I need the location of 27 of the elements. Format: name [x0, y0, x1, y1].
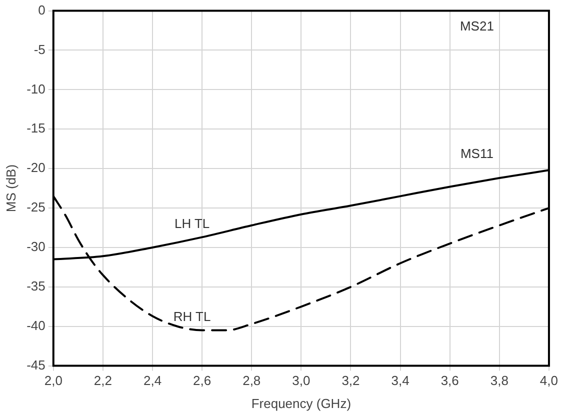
x-tick-label: 3,8: [490, 373, 508, 388]
y-tick-label: -40: [26, 318, 46, 333]
series-label: RH TL: [173, 308, 211, 324]
y-tick-label: -30: [26, 239, 46, 254]
x-tick-label: 2,8: [242, 373, 261, 388]
x-tick-label: 3,4: [391, 373, 410, 388]
x-tick-label: 2,0: [44, 373, 62, 388]
y-tick-label: -15: [26, 120, 46, 136]
y-tick-label: -25: [26, 200, 46, 215]
y-tick-label: -45: [26, 357, 46, 372]
annotation: MS11: [460, 146, 494, 162]
x-tick-label: 2,2: [94, 373, 112, 388]
x-tick-label: 2,4: [143, 373, 162, 388]
x-tick-label: 2,6: [193, 373, 212, 388]
y-tick-label: 0: [38, 2, 46, 18]
y-tick-label: -10: [26, 81, 46, 96]
y-axis-title: MS (dB): [3, 164, 18, 212]
x-tick-label: 3,0: [292, 373, 310, 388]
y-tick-label: -35: [26, 278, 46, 294]
x-axis-title: Frequency (GHz): [251, 396, 352, 411]
x-tick-label: 3,2: [342, 373, 360, 388]
annotation: MS21: [460, 18, 494, 34]
series-label: LH TL: [174, 216, 210, 231]
x-tick-label: 3,6: [440, 373, 459, 388]
x-tick-label: 4,0: [540, 373, 558, 388]
y-tick-label: -20: [26, 160, 46, 176]
y-tick-label: -5: [34, 42, 46, 57]
